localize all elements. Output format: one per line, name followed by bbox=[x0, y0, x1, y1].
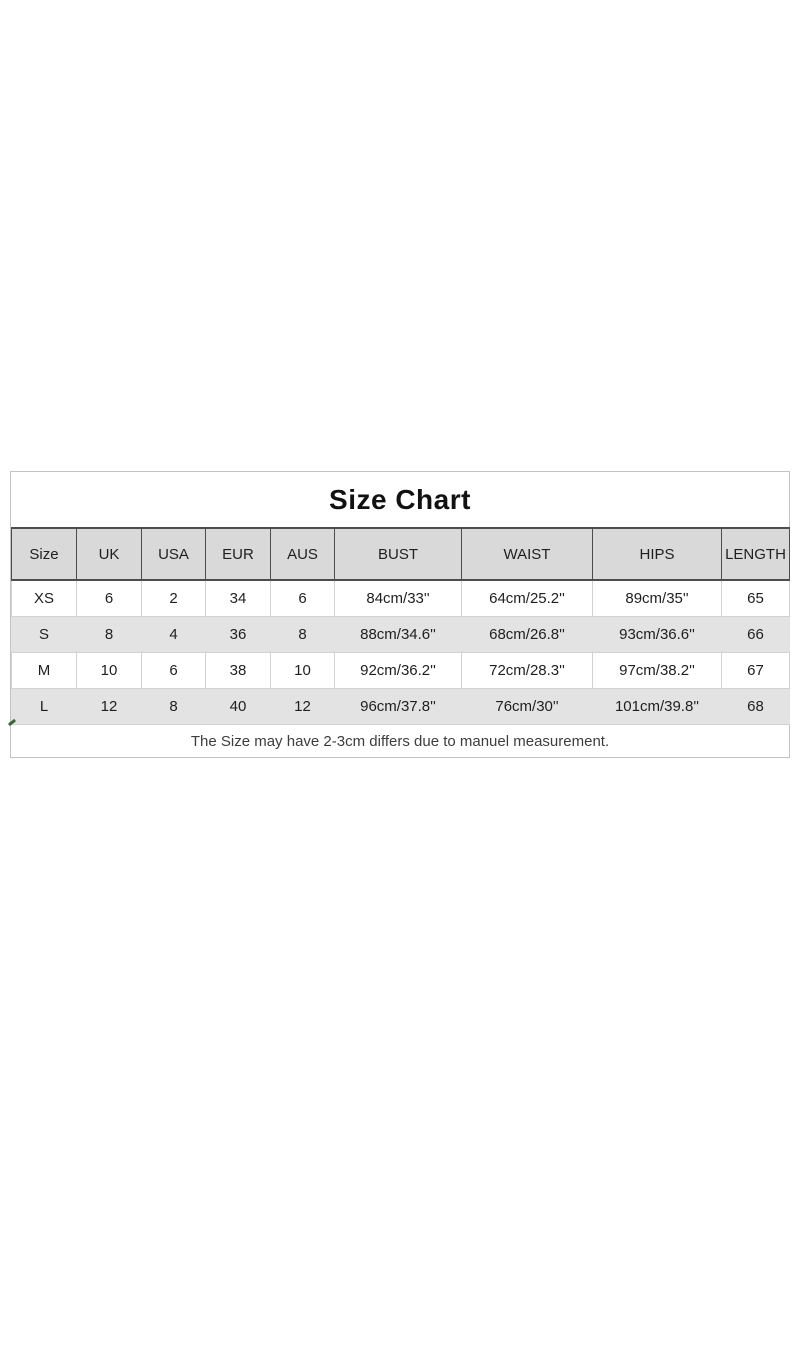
column-header: EUR bbox=[205, 527, 271, 581]
cell: 68cm/26.8'' bbox=[461, 616, 593, 653]
size-table: Size UK USA EUR AUS BUST WAIST HIPS LENGTH XS 6 2 3… bbox=[11, 527, 790, 725]
table-row: M 10 6 38 10 92cm/36.2'' 72cm/28.3'' 97cm/38.2'… bbox=[11, 652, 790, 689]
table-body: XS 6 2 34 6 84cm/33'' 64cm/25.2'' 89cm/35'' 65 S 8… bbox=[11, 579, 790, 725]
column-header: USA bbox=[141, 527, 206, 581]
cell: 12 bbox=[76, 688, 142, 725]
cell: 6 bbox=[270, 579, 335, 617]
cell: 65 bbox=[721, 579, 790, 617]
cell: 96cm/37.8'' bbox=[334, 688, 462, 725]
cell: 64cm/25.2'' bbox=[461, 579, 593, 617]
cell: 36 bbox=[205, 616, 271, 653]
cell: 4 bbox=[141, 616, 206, 653]
cell: 6 bbox=[141, 652, 206, 689]
table-row: XS 6 2 34 6 84cm/33'' 64cm/25.2'' 89cm/35'' 65 bbox=[11, 579, 790, 617]
cell: XS bbox=[11, 579, 77, 617]
cell: 6 bbox=[76, 579, 142, 617]
table-row: S 8 4 36 8 88cm/34.6'' 68cm/26.8'' 93cm/36.6'' 6… bbox=[11, 616, 790, 653]
measurement-note: The Size may have 2-3cm differs due to m… bbox=[11, 725, 789, 757]
cell: 92cm/36.2'' bbox=[334, 652, 462, 689]
header-row: Size UK USA EUR AUS BUST WAIST HIPS LENGTH bbox=[11, 527, 790, 581]
cell: 40 bbox=[205, 688, 271, 725]
column-header: Size bbox=[11, 527, 77, 581]
cell: 97cm/38.2'' bbox=[592, 652, 722, 689]
cell: M bbox=[11, 652, 77, 689]
column-header: UK bbox=[76, 527, 142, 581]
cell: 8 bbox=[270, 616, 335, 653]
cell: S bbox=[11, 616, 77, 653]
table-header: Size UK USA EUR AUS BUST WAIST HIPS LENGTH bbox=[11, 527, 790, 581]
cell: 72cm/28.3'' bbox=[461, 652, 593, 689]
column-header: LENGTH bbox=[721, 527, 790, 581]
cell: L bbox=[11, 688, 77, 725]
cell: 2 bbox=[141, 579, 206, 617]
cell: 84cm/33'' bbox=[334, 579, 462, 617]
cell: 38 bbox=[205, 652, 271, 689]
cell: 68 bbox=[721, 688, 790, 725]
cell: 34 bbox=[205, 579, 271, 617]
chart-title: Size Chart bbox=[329, 483, 471, 515]
cell: 66 bbox=[721, 616, 790, 653]
cell: 8 bbox=[141, 688, 206, 725]
size-chart: Size Chart Size UK USA EUR AUS BUST WAIST HIPS L… bbox=[10, 471, 790, 758]
table-row: L 12 8 40 12 96cm/37.8'' 76cm/30'' 101cm/39.8''… bbox=[11, 688, 790, 725]
column-header: BUST bbox=[334, 527, 462, 581]
cell: 12 bbox=[270, 688, 335, 725]
cell: 10 bbox=[270, 652, 335, 689]
cell: 89cm/35'' bbox=[592, 579, 722, 617]
cell: 88cm/34.6'' bbox=[334, 616, 462, 653]
cell: 93cm/36.6'' bbox=[592, 616, 722, 653]
column-header: HIPS bbox=[592, 527, 722, 581]
column-header: WAIST bbox=[461, 527, 593, 581]
cell: 76cm/30'' bbox=[461, 688, 593, 725]
cell: 10 bbox=[76, 652, 142, 689]
column-header: AUS bbox=[270, 527, 335, 581]
cell: 101cm/39.8'' bbox=[592, 688, 722, 725]
cell: 8 bbox=[76, 616, 142, 653]
cell: 67 bbox=[721, 652, 790, 689]
